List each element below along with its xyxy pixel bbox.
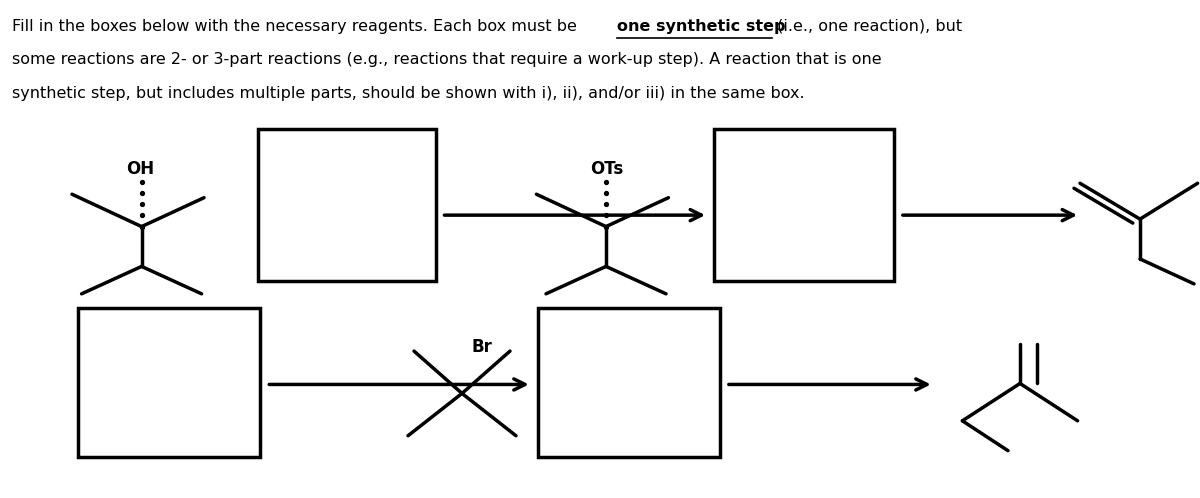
Text: one synthetic step: one synthetic step: [617, 19, 785, 34]
Bar: [258, 129, 436, 281]
Text: OH: OH: [126, 160, 154, 178]
Text: (i.e., one reaction), but: (i.e., one reaction), but: [773, 19, 962, 34]
Text: Br: Br: [472, 338, 492, 356]
Bar: [714, 129, 894, 281]
Text: synthetic step, but includes multiple parts, should be shown with i), ii), and/o: synthetic step, but includes multiple pa…: [12, 86, 805, 101]
Text: some reactions are 2- or 3-part reactions (e.g., reactions that require a work-u: some reactions are 2- or 3-part reaction…: [12, 52, 882, 67]
Bar: [78, 308, 260, 457]
Text: Fill in the boxes below with the necessary reagents. Each box must be: Fill in the boxes below with the necessa…: [12, 19, 582, 34]
Text: OTs: OTs: [590, 160, 624, 178]
Bar: [538, 308, 720, 457]
